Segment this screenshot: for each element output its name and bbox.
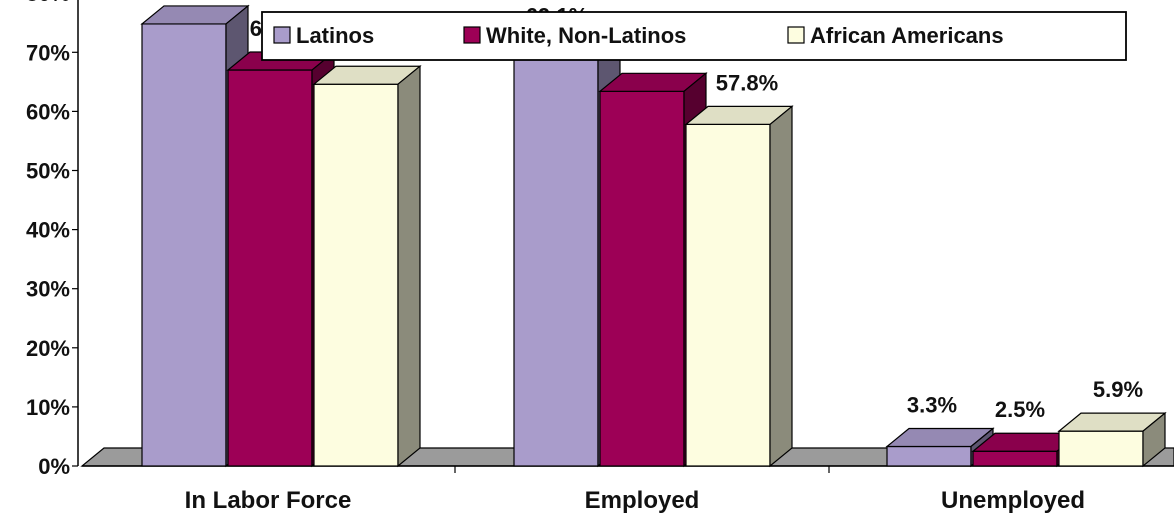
bar-front bbox=[313, 83, 399, 467]
legend-item: Latinos bbox=[273, 23, 374, 48]
data-label: 2.5% bbox=[995, 397, 1045, 422]
bar-front bbox=[886, 445, 972, 467]
bar bbox=[684, 105, 794, 468]
legend-swatch bbox=[787, 26, 805, 44]
legend-label: White, Non-Latinos bbox=[486, 23, 686, 48]
y-tick-label: 0% bbox=[38, 454, 70, 479]
legend-swatch bbox=[463, 26, 481, 44]
bar-side bbox=[397, 64, 421, 468]
legend-label: Latinos bbox=[296, 23, 374, 48]
y-tick-label: 20% bbox=[26, 336, 70, 361]
y-tick-label: 10% bbox=[26, 395, 70, 420]
data-label: 5.9% bbox=[1093, 377, 1143, 402]
legend-swatch bbox=[273, 26, 291, 44]
y-tick-label: 80% bbox=[26, 0, 70, 6]
bar-front bbox=[599, 90, 685, 467]
legend-label: African Americans bbox=[810, 23, 1004, 48]
category-label: Unemployed bbox=[941, 487, 1085, 514]
bar-front bbox=[513, 57, 599, 467]
y-axis: 0% 10% 20% 30% 40% 50% 60% 70% 80% bbox=[26, 0, 79, 479]
x-axis: In Labor Force Employed Unemployed bbox=[185, 487, 1085, 514]
y-tick-label: 70% bbox=[26, 40, 70, 65]
data-label: 57.8% bbox=[716, 70, 778, 95]
legend-item: African Americans bbox=[787, 23, 1004, 48]
bar-front bbox=[227, 69, 313, 467]
bar-front bbox=[1058, 430, 1144, 467]
bar bbox=[312, 64, 422, 468]
bars-layer bbox=[140, 4, 1167, 468]
y-tick-label: 40% bbox=[26, 218, 70, 243]
bar-side bbox=[769, 105, 793, 468]
y-tick-label: 50% bbox=[26, 159, 70, 184]
legend: Latinos White, Non-Latinos African America… bbox=[261, 11, 1127, 61]
bar bbox=[1057, 411, 1167, 468]
legend-item: White, Non-Latinos bbox=[463, 23, 686, 48]
bar-side bbox=[1142, 411, 1166, 468]
bar-front bbox=[972, 450, 1058, 467]
data-label: 3.3% bbox=[907, 392, 957, 417]
legend-box bbox=[261, 11, 1127, 61]
y-tick-label: 60% bbox=[26, 99, 70, 124]
category-label: Employed bbox=[585, 487, 700, 514]
bar-front bbox=[685, 123, 771, 467]
bar-front bbox=[141, 23, 227, 467]
y-tick-label: 30% bbox=[26, 277, 70, 302]
category-label: In Labor Force bbox=[185, 487, 352, 514]
